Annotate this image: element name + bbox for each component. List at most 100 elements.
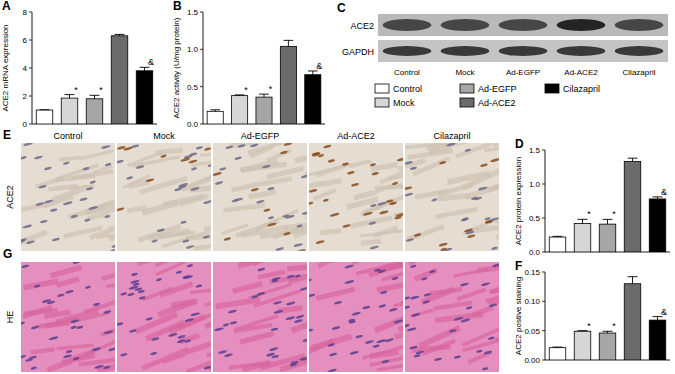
nucleus	[429, 270, 436, 274]
bars: ControlMockAd-EGFPAd-ACE2Cilazapril	[549, 277, 666, 360]
nucleus	[256, 291, 265, 296]
histology: ControlMockAd-EGFPAd-ACE2CilazaprilEACE2…	[3, 128, 540, 373]
error-cap	[603, 219, 613, 220]
bars: ControlMockAd-EGFPAd-ACE2Cilazapril	[549, 158, 666, 252]
bar: Control	[207, 111, 223, 124]
y-axis	[545, 150, 546, 252]
fiber	[434, 303, 472, 309]
nucleus	[409, 345, 418, 350]
fiber	[138, 226, 180, 240]
nucleus	[71, 214, 78, 218]
nucleus	[126, 176, 133, 180]
error-cap	[115, 34, 125, 35]
nucleus	[290, 360, 299, 365]
nucleus	[139, 296, 146, 300]
blot-band	[383, 46, 432, 56]
nucleus	[145, 317, 153, 321]
blot-strip	[378, 14, 668, 36]
fiber	[288, 274, 307, 282]
nucleus	[21, 238, 27, 243]
fiber	[409, 262, 437, 264]
nucleus	[347, 171, 355, 175]
fiber	[267, 150, 291, 160]
nucleus	[40, 219, 48, 223]
nucleus	[103, 365, 110, 369]
bar: Cilazapril	[649, 320, 666, 360]
error-cap	[284, 40, 294, 41]
fiber	[363, 196, 403, 213]
row-label: HE	[5, 311, 15, 324]
nucleus	[482, 367, 489, 371]
y-axis-label: ACE2 protein expression	[514, 157, 523, 246]
fiber	[493, 143, 499, 145]
y-tick-label: 1.0	[529, 180, 541, 189]
nucleus	[117, 207, 125, 212]
error-cap	[603, 331, 613, 332]
tissue-bg	[117, 262, 211, 372]
fiber	[133, 157, 181, 166]
micrograph	[21, 143, 115, 251]
nucleus	[397, 157, 403, 162]
fiber	[309, 181, 341, 186]
nucleus	[117, 322, 124, 327]
error-stem	[657, 317, 658, 321]
blot-band	[383, 19, 432, 31]
y-tick-label: 0	[23, 120, 28, 129]
fiber	[398, 325, 403, 329]
nucleus	[476, 349, 483, 353]
fiber	[347, 199, 378, 207]
nucleus	[42, 299, 52, 304]
nucleus	[480, 163, 488, 167]
nucleus	[63, 201, 73, 206]
fiber	[305, 154, 307, 174]
nucleus	[237, 144, 245, 149]
nucleus	[120, 352, 128, 356]
y-tick-label: 0.0	[529, 248, 541, 257]
nucleus	[329, 352, 337, 357]
nucleus	[370, 245, 380, 250]
nucleus	[329, 212, 339, 217]
panel-label: C	[337, 1, 346, 15]
fiber	[200, 152, 211, 155]
nucleus	[312, 151, 321, 156]
fiber	[478, 267, 499, 270]
nucleus	[168, 332, 178, 337]
error-bar	[115, 34, 125, 35]
nucleus	[218, 350, 227, 355]
micrograph	[213, 262, 307, 372]
y-tick-label: 2	[23, 92, 28, 101]
legend-swatch	[460, 84, 474, 93]
nucleus	[177, 339, 186, 344]
panel-label: A	[2, 0, 11, 13]
fiber	[79, 359, 115, 365]
fiber	[87, 338, 115, 355]
nucleus	[372, 344, 380, 348]
fiber	[146, 322, 184, 339]
nucleus	[73, 262, 81, 264]
tissue-bg	[21, 262, 115, 372]
nucleus	[57, 293, 65, 298]
fiber	[216, 300, 260, 307]
panel-label: B	[173, 0, 182, 13]
legend-swatch	[375, 98, 389, 107]
nucleus	[157, 228, 165, 233]
nucleus	[131, 272, 138, 276]
error-cap	[628, 158, 638, 159]
nucleus	[88, 205, 98, 210]
annotations: **&	[244, 61, 322, 95]
nucleus	[151, 239, 158, 243]
nucleus	[196, 146, 204, 150]
nucleus	[203, 200, 211, 205]
nucleus	[371, 171, 379, 175]
fiber	[222, 225, 249, 234]
fiber	[39, 323, 70, 327]
fiber	[102, 265, 115, 279]
nucleus	[34, 155, 43, 160]
tissue-bg	[405, 262, 499, 372]
bar: Ad-ACE2	[624, 162, 641, 252]
bar: Cilazapril	[136, 71, 153, 124]
significance-mark: *	[587, 321, 591, 331]
nucleus	[362, 305, 370, 310]
micrograph	[309, 262, 403, 372]
nucleus	[225, 145, 233, 150]
